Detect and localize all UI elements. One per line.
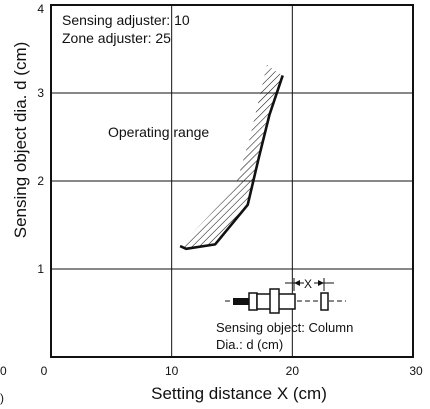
diagram-x-label: X [304,277,312,291]
diagram-sensor-rear [248,292,258,311]
y-tick-label-2: 2 [37,174,44,188]
x-axis-title: Setting distance X (cm) [151,384,327,403]
x-tick-label-30: 30 [409,364,423,378]
settings-line-1: Sensing adjuster: 10 [62,12,190,28]
operating-range-label: Operating range [108,124,209,140]
x-tick-label-0: 0 [41,364,48,378]
y-tick-label-4: 4 [37,2,44,16]
operating-range-hatched-area [180,64,283,249]
settings-line-2: Zone adjuster: 25 [62,30,171,46]
sensing-object-line-1: Sensing object: Column [216,320,353,335]
x-tick-label-10: 10 [165,364,179,378]
diagram-sensing-object [320,292,329,311]
operating-range-boundary-line [179,74,284,251]
sensor-diagram: X [225,277,346,314]
edge-mark-bottom: ) [0,391,4,405]
grid-lines [51,5,413,357]
diagram-sensor-nut [269,288,280,314]
diagram-x-arrowhead-left [294,280,300,286]
y-tick-label-3: 3 [37,86,44,100]
x-tick-label-20: 20 [286,364,300,378]
diagram-x-arrowhead-right [318,280,324,286]
diagram-cable [233,298,249,305]
operating-range-region-group [179,64,284,251]
y-axis-title: Sensing object dia. d (cm) [11,42,30,239]
y-tick-label-1: 1 [37,262,44,276]
tick-labels: 0 10 20 30 1 2 3 4 [37,2,423,378]
edge-mark-top: 0 [0,364,7,378]
sensing-object-line-2: Dia.: d (cm) [216,337,283,352]
plot-frame [50,4,414,358]
